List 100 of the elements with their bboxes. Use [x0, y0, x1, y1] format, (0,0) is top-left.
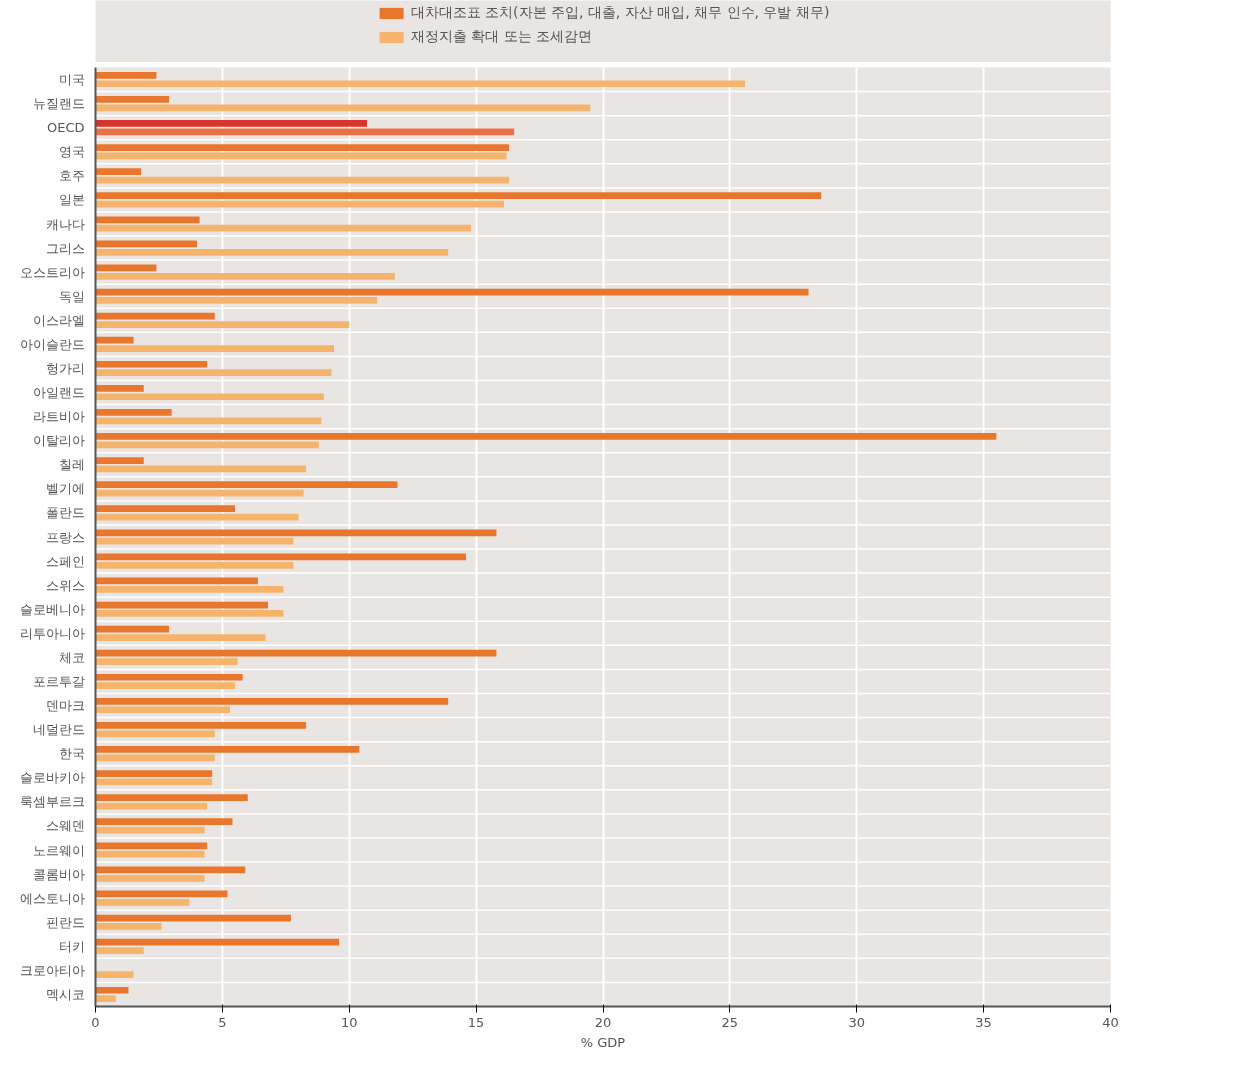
x-tick-label: 25: [721, 1014, 739, 1030]
y-tick-label: 이탈리아: [32, 433, 85, 449]
bar: [95, 722, 307, 729]
y-tick-label: 독일: [58, 288, 85, 304]
y-tick-label: 이스라엘: [32, 312, 85, 328]
bar: [95, 273, 395, 280]
y-tick-label: 일본: [58, 192, 85, 208]
bar: [95, 168, 142, 175]
bar: [95, 649, 497, 657]
bar: [95, 986, 129, 994]
bar: [95, 658, 238, 665]
x-tick-label: 35: [975, 1014, 992, 1030]
bar: [95, 947, 144, 954]
y-tick-label: 칠레: [58, 457, 85, 473]
y-tick-label: 폴란드: [45, 505, 85, 521]
legend-label: 재정지출 확대 또는 조세감면: [410, 28, 592, 46]
y-tick-label: 에스토니아: [19, 890, 85, 906]
bar: [95, 697, 449, 705]
bar: [95, 345, 335, 352]
y-tick-label: 라트비아: [32, 409, 85, 425]
bar: [95, 706, 230, 714]
bar: [95, 481, 398, 488]
bar: [95, 192, 822, 200]
y-tick-label: 콜롬비아: [32, 866, 85, 882]
bar: [95, 393, 324, 401]
bar: [95, 240, 197, 248]
bar: [95, 200, 505, 208]
y-tick-label: 헝가리: [45, 360, 85, 376]
y-tick-label: 스페인: [45, 553, 85, 569]
y-tick-label: 한국: [58, 746, 85, 762]
bar: [95, 417, 322, 425]
bar: [95, 529, 497, 537]
y-tick-label: 아이슬란드: [19, 336, 85, 352]
bar: [95, 850, 205, 858]
bar: [95, 360, 208, 368]
bar: [95, 818, 233, 826]
bar: [95, 923, 162, 930]
bar: [95, 384, 144, 392]
y-tick-label: 미국: [58, 72, 85, 88]
y-tick-label: 슬로베니아: [19, 601, 85, 617]
y-tick-label: 호주: [58, 168, 85, 184]
y-tick-label: OECD: [46, 120, 85, 136]
bar: [95, 71, 157, 79]
x-tick-label: 40: [1102, 1014, 1119, 1030]
y-tick-label: 아일랜드: [32, 385, 85, 401]
bar: [95, 321, 350, 328]
bar: [95, 673, 243, 681]
x-tick-label: 10: [340, 1014, 358, 1030]
y-tick-label: 스위스: [45, 577, 85, 593]
bar: [95, 794, 248, 801]
bar: [95, 457, 144, 464]
bar: [95, 297, 378, 304]
bar: [95, 586, 284, 593]
x-tick-label: 15: [467, 1014, 485, 1030]
bar: [95, 730, 215, 738]
y-tick-label: 체코: [58, 649, 85, 665]
bar: [95, 80, 746, 88]
bar: [95, 216, 200, 224]
bar: [95, 682, 236, 690]
bar: [95, 826, 205, 834]
bar: [95, 874, 205, 882]
legend-label: 대차대조표 조치(자본 주입, 대출, 자산 매입, 채무 인수, 우발 채무): [410, 4, 830, 22]
y-tick-label: 그리스: [45, 240, 85, 256]
y-tick-label: 핀란드: [45, 914, 85, 930]
bar: [95, 144, 510, 151]
y-tick-label: 멕시코: [45, 986, 85, 1002]
y-tick-label: 슬로바키아: [19, 770, 85, 786]
bar: [95, 842, 208, 850]
y-tick-label: 벨기에: [45, 481, 85, 497]
x-tick-label: 30: [848, 1014, 866, 1030]
y-tick-label: 룩셈부르크: [19, 794, 85, 810]
bar: [95, 336, 134, 344]
x-tick-label: 20: [594, 1014, 612, 1030]
y-tick-label: 네덜란드: [32, 722, 85, 738]
bar: [95, 971, 134, 978]
y-tick-label: 뉴질랜드: [32, 96, 85, 112]
y-tick-label: 영국: [58, 144, 85, 160]
y-tick-label: 크로아티아: [19, 962, 85, 978]
y-tick-label: 터키: [58, 938, 85, 954]
bar: [95, 553, 466, 561]
x-axis-title: % GDP: [580, 1034, 626, 1050]
y-tick-label: 스웨덴: [45, 818, 85, 834]
y-tick-label: 오스트리아: [19, 264, 85, 280]
bar: [95, 104, 591, 112]
bar: [95, 634, 266, 641]
y-tick-label: 노르웨이: [32, 842, 85, 858]
bar: [95, 866, 246, 874]
bar: [95, 561, 294, 569]
y-tick-label: 리투아니아: [19, 625, 85, 641]
y-tick-label: 캐나다: [45, 216, 85, 232]
bar: [95, 746, 360, 753]
y-tick-label: 포르투갈: [32, 673, 85, 689]
bar: [95, 248, 449, 256]
x-tick-label: 5: [218, 1014, 227, 1030]
bar: [95, 409, 172, 416]
bar: [95, 505, 236, 513]
bar: [95, 369, 332, 377]
bar: [95, 96, 170, 103]
bar: [95, 513, 299, 521]
bar: [95, 224, 472, 232]
